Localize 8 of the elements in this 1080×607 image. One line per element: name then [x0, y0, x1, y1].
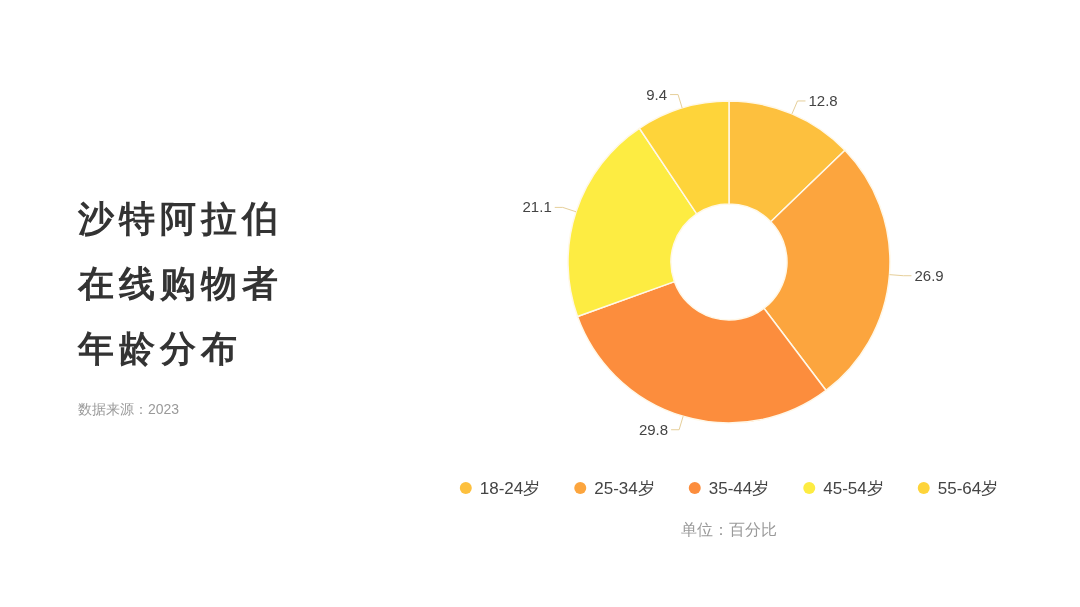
annotation: 单位：百分比: [681, 521, 777, 538]
legend-label: 55-64岁: [937, 479, 999, 498]
legend-label: 18-24岁: [479, 479, 541, 498]
legend-label: 35-44岁: [708, 479, 770, 498]
title: 沙特阿拉伯在线购物者年龄分布: [78, 197, 284, 371]
annotation: 数据来源：2023: [78, 401, 180, 417]
legend-label: 45-54岁: [823, 479, 884, 498]
legend-label: 25-34岁: [594, 479, 655, 498]
